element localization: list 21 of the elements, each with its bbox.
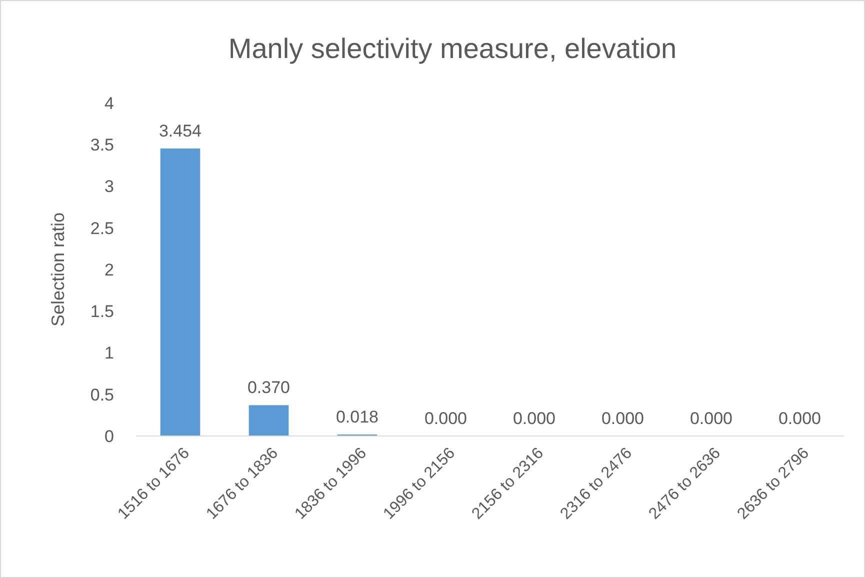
y-tick-label: 1 [104, 344, 114, 363]
y-tick-label: 2.5 [90, 218, 114, 238]
data-label: 0.000 [778, 409, 822, 428]
data-label: 0.000 [690, 409, 733, 428]
y-axis-title: Selection ratio [48, 212, 68, 327]
y-tick-label: 1.5 [90, 302, 114, 322]
bar [248, 405, 289, 436]
y-tick-label: 0.5 [90, 385, 114, 404]
data-label: 0.018 [336, 408, 379, 426]
y-tick-label: 3 [104, 177, 114, 196]
data-label: 0.370 [247, 378, 290, 398]
chart-title: Manly selectivity measure, elevation [228, 33, 677, 64]
data-label: 0.000 [424, 409, 468, 428]
data-label: 0.000 [512, 409, 556, 428]
data-label: 0.000 [601, 409, 644, 428]
y-tick-label: 4 [104, 94, 114, 113]
y-tick-label: 3.5 [90, 136, 114, 155]
y-tick-label: 0 [104, 426, 114, 446]
bar [160, 148, 200, 436]
y-tick-label: 2 [104, 260, 114, 280]
data-label: 3.454 [158, 121, 202, 140]
